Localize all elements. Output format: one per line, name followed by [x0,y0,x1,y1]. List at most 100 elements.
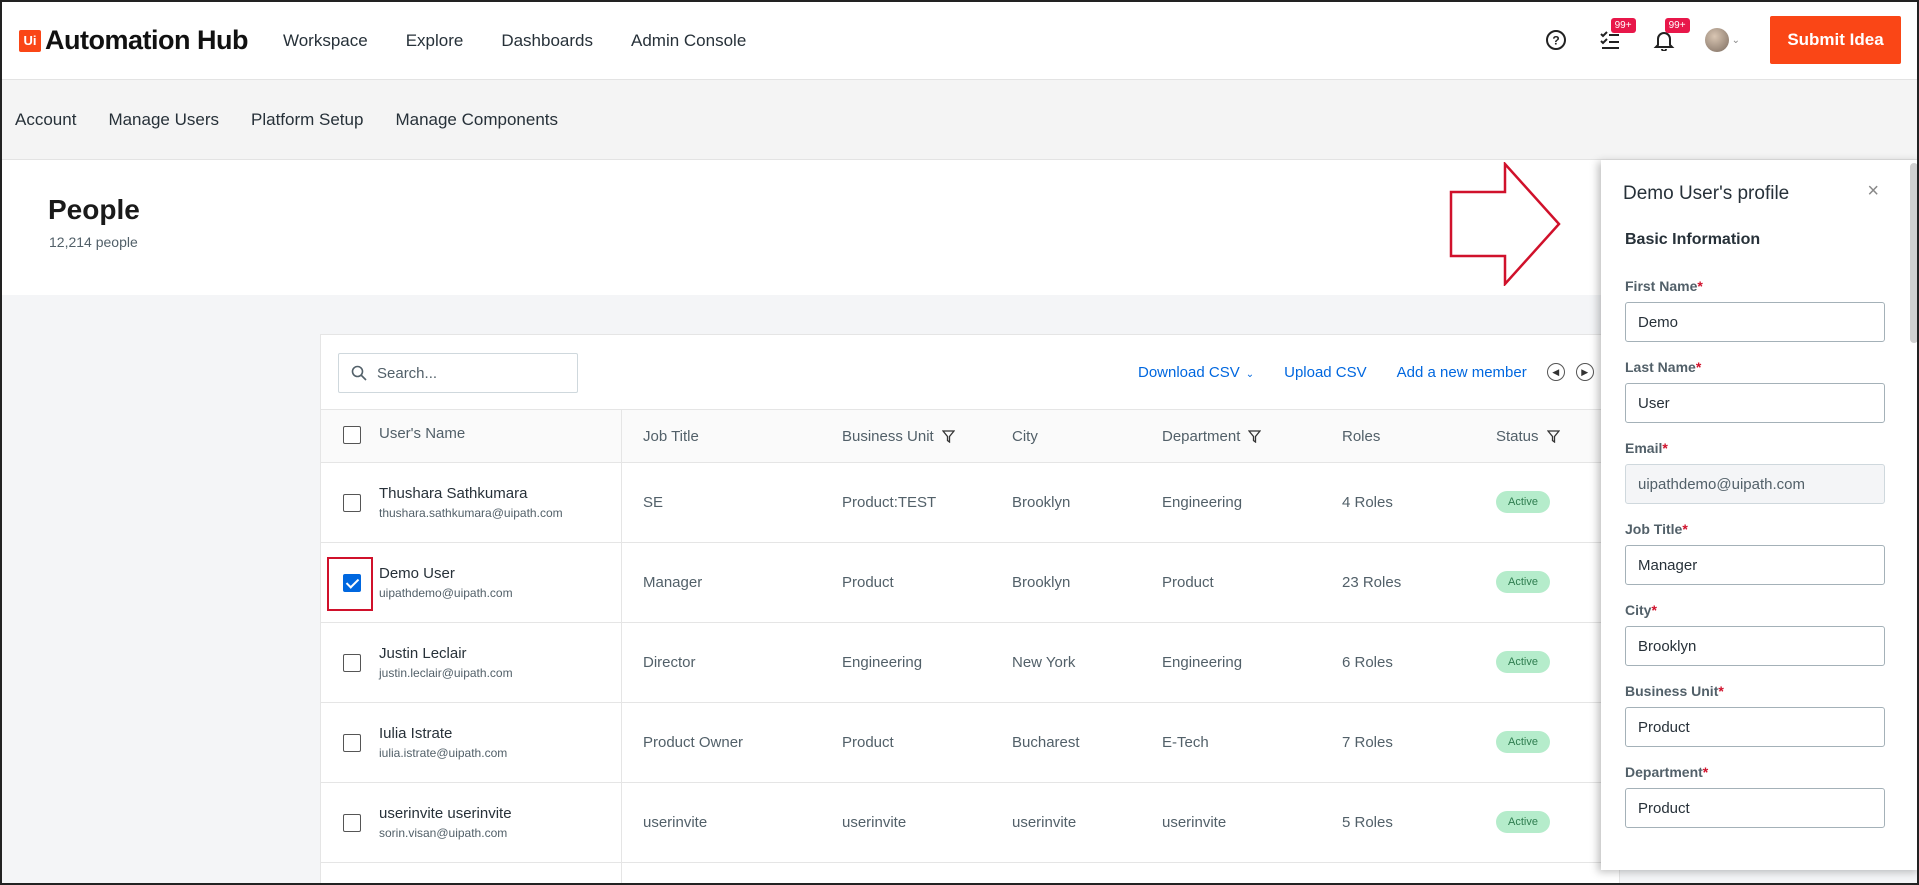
column-pager: ◀ ▶ [1546,363,1605,381]
subnav-manage-users[interactable]: Manage Users [108,109,219,129]
table-actions: Download CSV ⌄ Upload CSV Add a new membe… [1138,363,1605,381]
status-badge: Active [1496,811,1550,833]
column-header-business-unit[interactable]: Business Unit [842,428,955,445]
city-field[interactable] [1625,626,1885,666]
row-checkbox[interactable] [343,494,361,512]
column-header-roles[interactable]: Roles [1342,428,1381,445]
user-email: justin.leclair@uipath.com [379,666,513,680]
user-name[interactable]: Justin Leclair [379,645,467,662]
job-title-cell: Manager [643,574,703,591]
job-title-label-text: Job Title [1625,521,1683,537]
column-header-status-label: Status [1496,428,1539,445]
table-row[interactable]: userinvite userinvite sorin.visan@uipath… [321,783,1619,863]
user-name[interactable]: Demo User [379,565,455,582]
nav-explore[interactable]: Explore [405,30,464,50]
column-header-job-title[interactable]: Job Title [643,428,699,445]
row-checkbox[interactable] [343,654,361,672]
first-name-label-text: First Name [1625,278,1698,294]
row-checkbox[interactable] [343,574,361,592]
roles-cell[interactable]: 6 Roles [1342,654,1393,671]
last-name-field[interactable] [1625,383,1885,423]
column-header-city[interactable]: City [1012,428,1038,445]
status-badge: Active [1496,731,1550,753]
chevron-down-icon[interactable]: ⌄ [1731,34,1740,46]
department-label: Department* [1625,764,1708,780]
logo-text: Automation Hub [45,25,248,55]
chevron-right-icon[interactable]: ▶ [1575,363,1594,381]
subnav-platform-setup[interactable]: Platform Setup [251,109,364,129]
first-name-label: First Name* [1625,278,1703,294]
nav-workspace[interactable]: Workspace [282,30,368,50]
top-bar: Ui Automation Hub Workspace Explore Dash… [2,2,1917,80]
top-icons: ? 99+ 99+ ⌄ Submit Idea [1543,16,1901,64]
people-count: 12,214 people [49,234,138,250]
first-name-field[interactable] [1625,302,1885,342]
roles-cell[interactable]: 23 Roles [1342,574,1402,591]
select-all-checkbox[interactable] [343,426,361,444]
business-unit-cell: userinvite [842,814,907,831]
user-name[interactable]: Iulia Istrate [379,725,453,742]
nav-dashboards[interactable]: Dashboards [501,30,593,50]
column-header-status[interactable]: Status [1496,428,1560,445]
column-header-department[interactable]: Department [1162,428,1262,445]
roles-cell[interactable]: 7 Roles [1342,734,1393,751]
filter-icon[interactable] [941,430,955,443]
user-email: uipathdemo@uipath.com [379,586,513,600]
business-unit-cell: Product [842,734,894,751]
city-cell: Brooklyn [1012,574,1071,591]
logo[interactable]: Ui Automation Hub [19,25,248,56]
bell-icon[interactable]: 99+ [1651,18,1690,53]
table-row[interactable]: Demo User uipathdemo@uipath.com Manager … [321,543,1619,623]
drawer-scrollbar[interactable] [1910,163,1917,343]
job-title-field[interactable] [1625,545,1885,585]
job-title-cell: Product Owner [643,734,744,751]
close-icon[interactable]: × [1867,180,1879,202]
job-title-cell: Director [643,654,696,671]
email-label: Email* [1625,440,1668,456]
top-nav: Workspace Explore Dashboards Admin Conso… [283,31,784,51]
subnav-account[interactable]: Account [15,109,77,129]
job-title-label: Job Title* [1625,521,1688,537]
add-member-button[interactable]: Add a new member [1396,363,1527,381]
table-row[interactable]: Iulia Istrate iulia.istrate@uipath.com P… [321,703,1619,783]
search-box[interactable] [338,353,578,393]
user-name[interactable]: userinvite userinvite [379,805,512,822]
help-icon[interactable]: ? [1543,27,1569,53]
business-unit-label-text: Business Unit [1625,683,1719,699]
required-mark: * [1718,683,1724,699]
table-row[interactable]: Justin Leclair justin.leclair@uipath.com… [321,623,1619,703]
roles-cell[interactable]: 4 Roles [1342,494,1393,511]
chevron-left-icon[interactable]: ◀ [1546,363,1565,381]
page-header: People 12,214 people [2,160,1917,295]
filter-icon[interactable] [1248,430,1262,443]
search-input[interactable] [377,364,557,382]
business-unit-label: Business Unit* [1625,683,1724,699]
status-badge: Active [1496,571,1550,593]
roles-cell[interactable]: 5 Roles [1342,814,1393,831]
upload-csv-button[interactable]: Upload CSV [1284,363,1367,381]
tasks-icon[interactable]: 99+ [1597,18,1636,53]
chevron-down-icon: ⌄ [1245,368,1255,380]
column-divider [621,409,622,883]
user-name[interactable]: Thushara Sathkumara [379,485,528,502]
row-checkbox[interactable] [343,814,361,832]
tasks-badge: 99+ [1610,18,1636,33]
row-checkbox[interactable] [343,734,361,752]
filter-icon[interactable] [1546,430,1560,443]
subnav-manage-components[interactable]: Manage Components [395,109,558,129]
required-mark: * [1662,440,1668,456]
arrow-right-icon [1449,162,1561,286]
department-field[interactable] [1625,788,1885,828]
drawer-title: Demo User's profile [1623,183,1790,204]
nav-admin-console[interactable]: Admin Console [631,30,747,50]
column-header-name[interactable]: User's Name [379,425,466,442]
required-mark: * [1697,278,1703,294]
business-unit-field[interactable] [1625,707,1885,747]
submit-idea-button[interactable]: Submit Idea [1770,16,1901,64]
download-csv-button[interactable]: Download CSV ⌄ [1138,364,1254,381]
logo-mark: Ui [19,29,41,52]
avatar[interactable] [1704,28,1729,52]
table-row[interactable]: Thushara Sathkumara thushara.sathkumara@… [321,463,1619,543]
column-header-business-unit-label: Business Unit [842,428,934,445]
